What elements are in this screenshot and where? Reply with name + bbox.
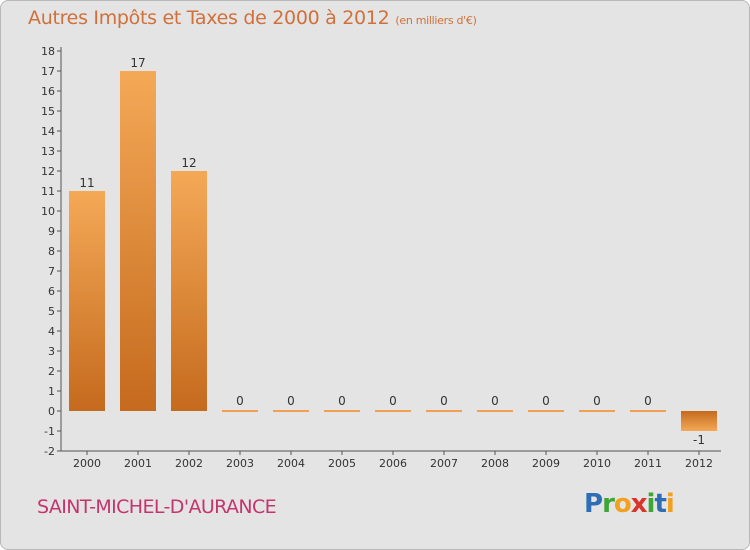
bar — [477, 410, 513, 412]
data-label: 0 — [440, 394, 448, 408]
data-label: 0 — [593, 394, 601, 408]
data-label: 0 — [491, 394, 499, 408]
y-tick-label: 9 — [48, 225, 55, 238]
bar — [579, 410, 615, 412]
y-tick-label: 15 — [41, 105, 55, 118]
x-tick-label: 2012 — [685, 457, 713, 470]
x-tick-label: 2007 — [430, 457, 458, 470]
y-tick-label: 4 — [48, 325, 55, 338]
bar — [426, 410, 462, 412]
bar — [375, 410, 411, 412]
x-tick-label: 2010 — [583, 457, 611, 470]
y-tick-label: 14 — [41, 125, 55, 138]
y-tick-label: 13 — [41, 145, 55, 158]
data-label: 0 — [389, 394, 397, 408]
chart-title: Autres Impôts et Taxes de 2000 à 2012 (en… — [28, 7, 477, 29]
bar — [324, 410, 360, 412]
x-tick-label: 2006 — [379, 457, 407, 470]
bar — [69, 191, 105, 411]
x-tick-label: 2008 — [481, 457, 509, 470]
x-tick-label: 2003 — [226, 457, 254, 470]
data-label: 0 — [338, 394, 346, 408]
data-label: 17 — [130, 56, 145, 70]
y-tick-label: 12 — [41, 165, 55, 178]
y-tick-label: 1 — [48, 385, 55, 398]
y-tick-label: -2 — [44, 445, 55, 458]
y-tick-label: -1 — [44, 425, 55, 438]
y-tick-label: 2 — [48, 365, 55, 378]
bar — [630, 410, 666, 412]
bar — [120, 71, 156, 411]
data-label: 12 — [181, 156, 196, 170]
data-label: 0 — [236, 394, 244, 408]
y-tick-label: 6 — [48, 285, 55, 298]
y-tick-label: 8 — [48, 245, 55, 258]
data-label: 0 — [542, 394, 550, 408]
y-tick-label: 10 — [41, 205, 55, 218]
proxiti-logo[interactable]: Proxiti — [584, 489, 675, 519]
y-tick-label: 0 — [48, 405, 55, 418]
x-tick-label: 2000 — [73, 457, 101, 470]
town-name: SAINT-MICHEL-D'AURANCE — [37, 496, 277, 518]
x-tick-label: 2009 — [532, 457, 560, 470]
x-tick-label: 2004 — [277, 457, 305, 470]
bar — [273, 410, 309, 412]
bar — [171, 171, 207, 411]
data-label: -1 — [693, 433, 705, 447]
bar — [528, 410, 564, 412]
chart-unit: (en milliers d'€) — [395, 14, 477, 27]
y-tick-label: 18 — [41, 45, 55, 58]
bar — [222, 410, 258, 412]
y-tick-label: 5 — [48, 305, 55, 318]
y-tick-label: 7 — [48, 265, 55, 278]
data-label: 11 — [79, 176, 94, 190]
chart-title-text: Autres Impôts et Taxes de 2000 à 2012 — [28, 7, 390, 29]
bar — [681, 411, 717, 431]
y-tick-label: 17 — [41, 65, 55, 78]
data-label: 0 — [644, 394, 652, 408]
x-tick-label: 2001 — [124, 457, 152, 470]
x-tick-label: 2005 — [328, 457, 356, 470]
y-tick-label: 3 — [48, 345, 55, 358]
x-tick-label: 2002 — [175, 457, 203, 470]
x-tick-label: 2011 — [634, 457, 662, 470]
y-tick-label: 16 — [41, 85, 55, 98]
data-label: 0 — [287, 394, 295, 408]
y-tick-label: 11 — [41, 185, 55, 198]
